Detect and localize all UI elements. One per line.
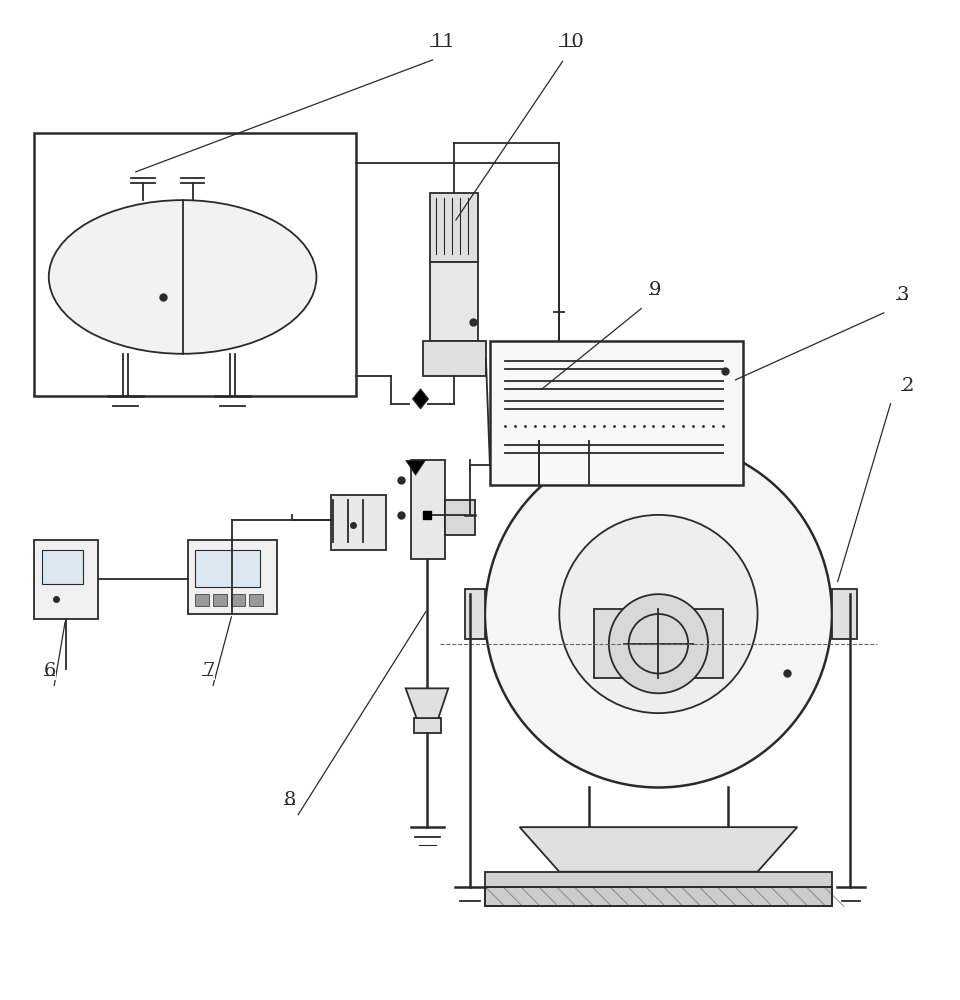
Bar <box>34 540 98 619</box>
Polygon shape <box>413 389 428 409</box>
Bar <box>430 262 478 341</box>
Bar <box>231 594 245 606</box>
Bar <box>629 391 688 441</box>
Text: 2: 2 <box>901 377 914 395</box>
Bar <box>42 550 84 584</box>
Bar <box>196 594 209 606</box>
Text: 6: 6 <box>44 662 57 680</box>
Bar <box>594 609 723 678</box>
Polygon shape <box>519 827 797 872</box>
Bar <box>485 872 832 887</box>
Bar <box>213 594 228 606</box>
Bar <box>485 887 832 906</box>
Text: 3: 3 <box>897 286 909 304</box>
Bar <box>430 193 478 262</box>
Polygon shape <box>406 688 448 718</box>
Circle shape <box>485 441 832 787</box>
Text: 8: 8 <box>284 791 296 809</box>
Text: 7: 7 <box>203 662 215 680</box>
Bar <box>485 887 832 906</box>
Bar <box>422 341 486 376</box>
Bar <box>466 589 485 639</box>
Text: 11: 11 <box>430 33 455 51</box>
Bar <box>490 341 743 485</box>
Bar <box>34 133 356 396</box>
Bar <box>249 594 263 606</box>
Bar <box>196 550 260 587</box>
Circle shape <box>609 594 708 693</box>
Bar <box>331 495 386 550</box>
Bar <box>445 500 475 535</box>
Bar <box>832 589 856 639</box>
Circle shape <box>560 515 757 713</box>
Text: 10: 10 <box>560 33 584 51</box>
Bar <box>414 718 442 733</box>
Bar <box>187 540 276 614</box>
Ellipse shape <box>49 200 317 354</box>
Text: 9: 9 <box>649 281 661 299</box>
Bar <box>411 460 445 559</box>
Polygon shape <box>406 460 425 475</box>
